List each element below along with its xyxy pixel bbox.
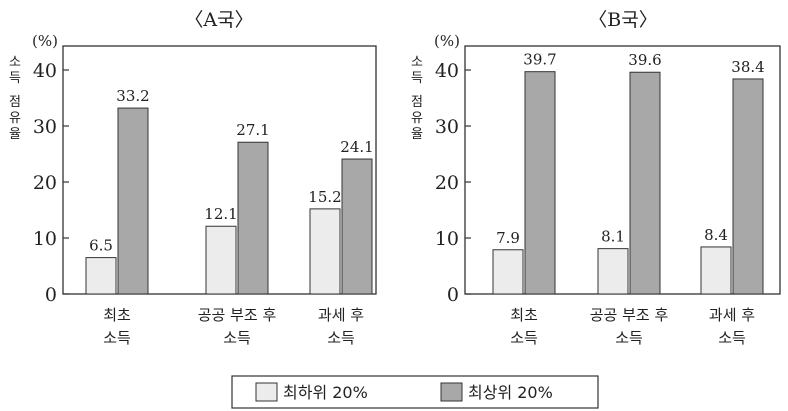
y-tick-label: 10 — [33, 228, 57, 250]
chart-title: 〈A국〉 — [184, 9, 253, 31]
bar-bottom-20 — [205, 225, 237, 295]
bar-top-20 — [117, 107, 149, 295]
bar-top-20 — [524, 71, 556, 295]
category-label: 소득 — [615, 329, 643, 347]
legend-label: 최상위 20% — [468, 383, 553, 402]
category-label: 소득 — [718, 329, 746, 347]
chart-panels: 〈A국〉(%)소득점유율0102030406.533.2최초소득12.127.1… — [9, 9, 781, 347]
data-label: 38.4 — [731, 58, 764, 76]
data-label: 24.1 — [340, 138, 373, 156]
category-label: 과세 후 — [318, 306, 364, 324]
chart-panel-2: 〈B국〉(%)소득점유율0102030407.939.7최초소득8.139.6공… — [411, 9, 781, 347]
category-label: 소득 — [327, 329, 355, 347]
y-tick-label: 0 — [45, 284, 57, 306]
bar-top-20 — [732, 78, 764, 295]
svg-text:유: 유 — [9, 111, 21, 126]
bar-bottom-20 — [309, 208, 341, 295]
svg-text:득: 득 — [9, 71, 21, 86]
data-label: 6.5 — [89, 237, 113, 255]
legend-swatch — [440, 382, 463, 402]
bar-top-20 — [341, 158, 373, 295]
legend-label: 최하위 20% — [283, 383, 368, 402]
svg-text:율: 율 — [9, 127, 21, 142]
bar-bottom-20 — [597, 248, 629, 295]
chart-panel-1: 〈A국〉(%)소득점유율0102030406.533.2최초소득12.127.1… — [9, 9, 377, 347]
y-tick-label: 0 — [447, 284, 459, 306]
svg-text:득: 득 — [411, 71, 423, 86]
chart-title: 〈B국〉 — [588, 9, 657, 31]
bar-bottom-20 — [85, 257, 117, 295]
svg-text:유: 유 — [411, 111, 423, 126]
bar-bottom-20 — [700, 246, 732, 295]
category-label: 최초 — [510, 306, 538, 324]
svg-text:율: 율 — [411, 127, 423, 142]
bar-top-20 — [237, 141, 269, 295]
data-label: 39.7 — [523, 51, 556, 69]
category-label: 소득 — [223, 329, 251, 347]
svg-text:점: 점 — [9, 95, 21, 110]
category-label: 소득 — [103, 329, 131, 347]
category-label: 공공 부조 후 — [590, 306, 669, 324]
y-tick-label: 40 — [435, 60, 459, 82]
unit-label: (%) — [32, 32, 58, 50]
y-tick-label: 30 — [33, 116, 57, 138]
category-label: 공공 부조 후 — [198, 306, 277, 324]
data-label: 8.4 — [704, 226, 728, 244]
y-tick-label: 20 — [435, 172, 459, 194]
svg-text:소: 소 — [9, 55, 21, 70]
y-tick-label: 30 — [435, 116, 459, 138]
category-label: 최초 — [103, 306, 131, 324]
data-label: 15.2 — [308, 188, 341, 206]
data-label: 7.9 — [496, 229, 520, 247]
svg-text:점: 점 — [411, 95, 423, 110]
bar-top-20 — [629, 71, 661, 295]
category-label: 과세 후 — [709, 306, 755, 324]
legend: 최하위 20% 최상위 20% — [231, 375, 599, 409]
y-tick-label: 10 — [435, 228, 459, 250]
y-tick-label: 40 — [33, 60, 57, 82]
data-label: 12.1 — [204, 205, 237, 223]
bar-bottom-20 — [492, 249, 524, 295]
data-label: 8.1 — [601, 228, 625, 246]
data-label: 33.2 — [116, 87, 149, 105]
svg-text:소: 소 — [411, 55, 423, 70]
legend-swatch — [255, 382, 278, 402]
data-label: 27.1 — [236, 121, 269, 139]
unit-label: (%) — [434, 32, 460, 50]
y-tick-label: 20 — [33, 172, 57, 194]
data-label: 39.6 — [628, 51, 661, 69]
legend-box — [231, 375, 599, 409]
category-label: 소득 — [510, 329, 538, 347]
